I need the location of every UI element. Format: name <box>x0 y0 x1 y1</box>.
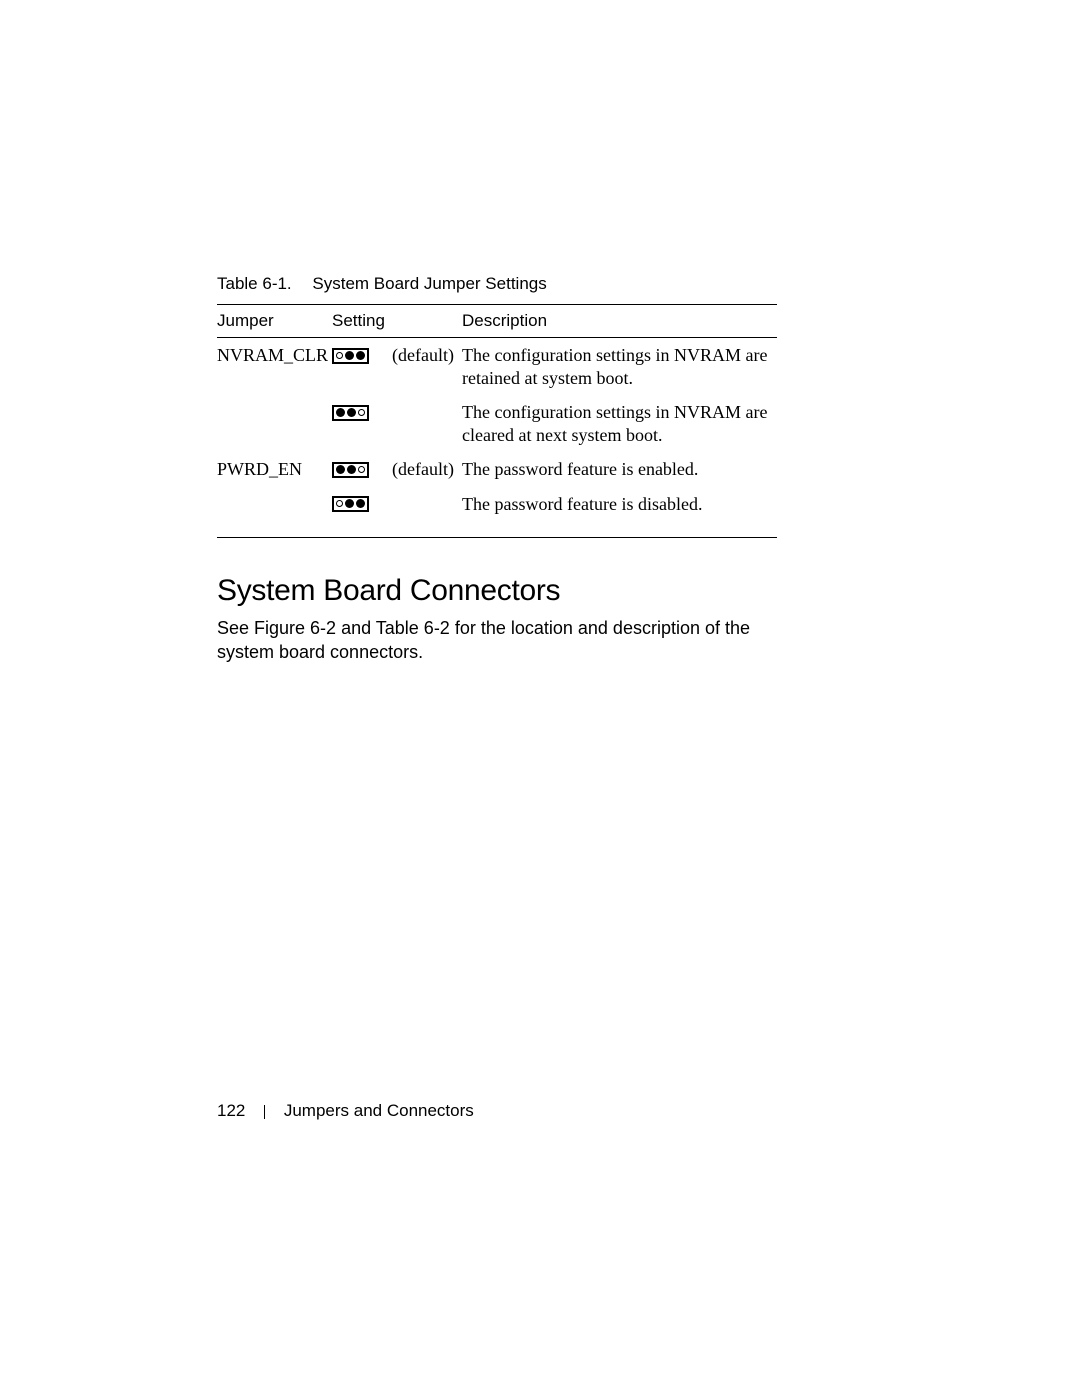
table-row: PWRD_EN (default) The password feature i… <box>217 452 777 487</box>
jumper-description: The password feature is disabled. <box>462 487 777 538</box>
footer-divider <box>264 1105 265 1119</box>
page-content: Table 6-1. System Board Jumper Settings … <box>217 274 777 665</box>
jumper-setting-icon <box>332 487 392 538</box>
table-row: The configuration settings in NVRAM are … <box>217 395 777 452</box>
jumper-pins-icon <box>332 348 369 364</box>
jumper-pins-icon <box>332 462 369 478</box>
col-description: Description <box>462 305 777 338</box>
jumper-setting-icon <box>332 338 392 396</box>
table-caption: Table 6-1. System Board Jumper Settings <box>217 274 777 294</box>
footer-section-title: Jumpers and Connectors <box>284 1101 474 1120</box>
table-title: System Board Jumper Settings <box>312 274 546 293</box>
jumper-description: The password feature is enabled. <box>462 452 777 487</box>
jumper-name <box>217 395 332 452</box>
page-footer: 122 Jumpers and Connectors <box>217 1101 474 1121</box>
default-label: (default) <box>392 452 462 487</box>
jumper-name: NVRAM_CLR <box>217 338 332 396</box>
section-heading: System Board Connectors <box>217 574 777 608</box>
default-label <box>392 395 462 452</box>
jumper-pins-icon <box>332 496 369 512</box>
section-paragraph: See Figure 6-2 and Table 6-2 for the loc… <box>217 616 777 665</box>
jumper-setting-icon <box>332 452 392 487</box>
col-setting: Setting <box>332 305 392 338</box>
table-row: NVRAM_CLR (default) The configuration se… <box>217 338 777 396</box>
jumper-setting-icon <box>332 395 392 452</box>
default-label: (default) <box>392 338 462 396</box>
jumper-name <box>217 487 332 538</box>
table-header-row: Jumper Setting Description <box>217 305 777 338</box>
jumper-pins-icon <box>332 405 369 421</box>
page-number: 122 <box>217 1101 245 1120</box>
jumper-settings-table: Jumper Setting Description NVRAM_CLR (de… <box>217 304 777 538</box>
jumper-description: The configuration settings in NVRAM are … <box>462 338 777 396</box>
default-label <box>392 487 462 538</box>
jumper-description: The configuration settings in NVRAM are … <box>462 395 777 452</box>
table-row: The password feature is disabled. <box>217 487 777 538</box>
col-jumper: Jumper <box>217 305 332 338</box>
table-number: Table 6-1. <box>217 274 292 293</box>
jumper-name: PWRD_EN <box>217 452 332 487</box>
